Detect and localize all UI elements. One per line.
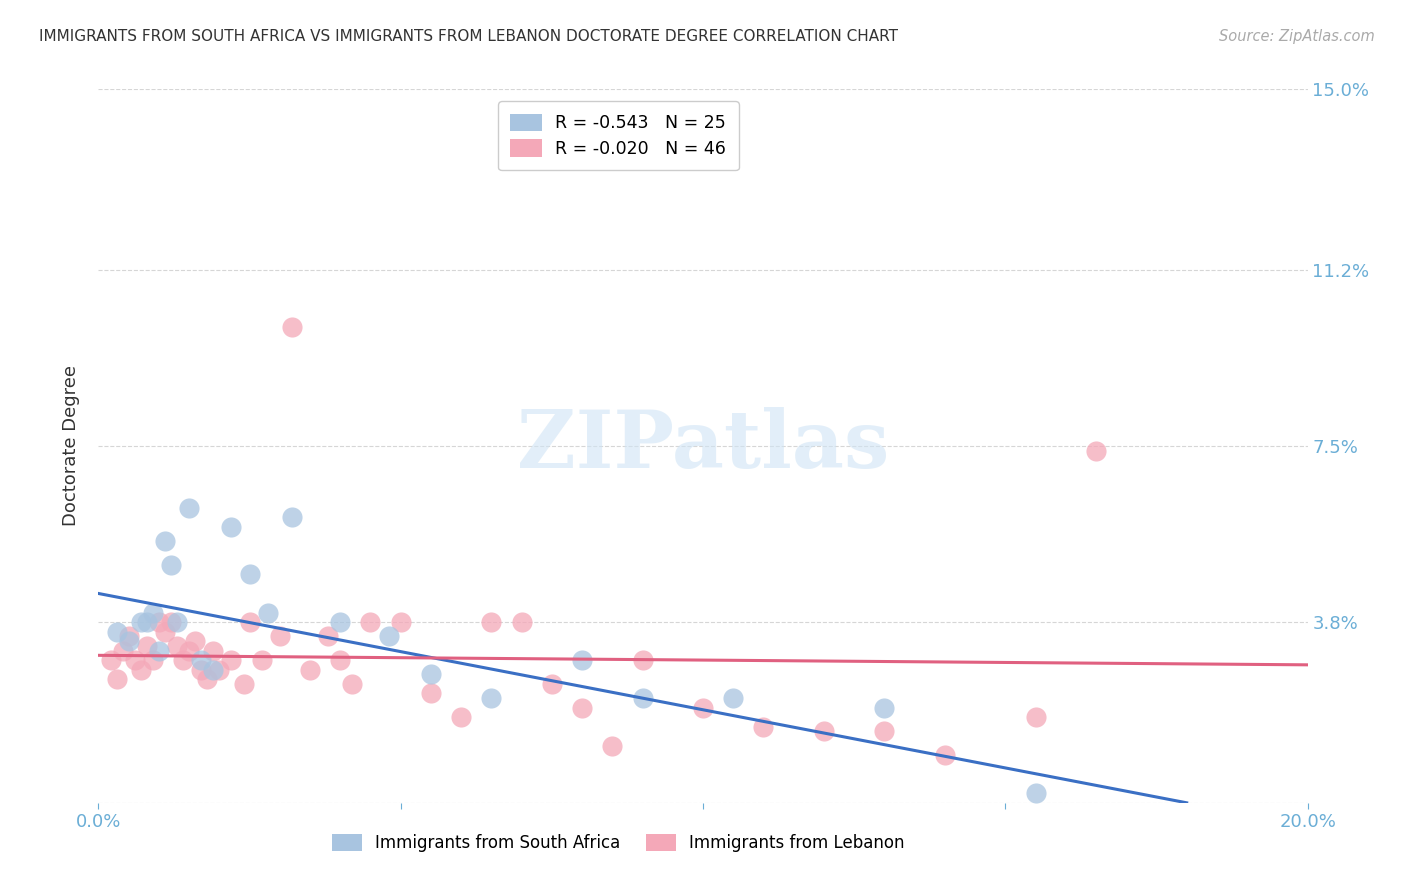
Point bbox=[752, 720, 775, 734]
Legend: Immigrants from South Africa, Immigrants from Lebanon: Immigrants from South Africa, Immigrants… bbox=[325, 827, 911, 859]
Point bbox=[105, 672, 128, 686]
Point bbox=[148, 643, 170, 657]
Point bbox=[571, 700, 593, 714]
Point bbox=[142, 606, 165, 620]
Point bbox=[723, 691, 745, 706]
Point bbox=[166, 639, 188, 653]
Point bbox=[153, 624, 176, 639]
Point bbox=[129, 663, 152, 677]
Point bbox=[1024, 786, 1046, 800]
Point bbox=[232, 677, 254, 691]
Point bbox=[329, 615, 352, 629]
Point bbox=[389, 615, 412, 629]
Point bbox=[184, 634, 207, 648]
Point bbox=[299, 663, 322, 677]
Point bbox=[342, 677, 364, 691]
Point bbox=[105, 624, 128, 639]
Point bbox=[160, 558, 183, 572]
Point bbox=[239, 615, 262, 629]
Point bbox=[111, 643, 134, 657]
Point bbox=[148, 615, 170, 629]
Point bbox=[250, 653, 273, 667]
Point bbox=[481, 615, 503, 629]
Text: Source: ZipAtlas.com: Source: ZipAtlas.com bbox=[1219, 29, 1375, 44]
Point bbox=[256, 606, 278, 620]
Point bbox=[873, 724, 896, 739]
Point bbox=[221, 653, 243, 667]
Point bbox=[124, 653, 146, 667]
Point bbox=[1085, 443, 1108, 458]
Point bbox=[281, 510, 304, 524]
Point bbox=[221, 520, 243, 534]
Point bbox=[269, 629, 291, 643]
Y-axis label: Doctorate Degree: Doctorate Degree bbox=[62, 366, 80, 526]
Point bbox=[571, 653, 593, 667]
Point bbox=[202, 643, 225, 657]
Point bbox=[377, 629, 399, 643]
Text: IMMIGRANTS FROM SOUTH AFRICA VS IMMIGRANTS FROM LEBANON DOCTORATE DEGREE CORRELA: IMMIGRANTS FROM SOUTH AFRICA VS IMMIGRAN… bbox=[39, 29, 898, 44]
Point bbox=[208, 663, 231, 677]
Point bbox=[179, 643, 201, 657]
Point bbox=[100, 653, 122, 667]
Point bbox=[540, 677, 562, 691]
Point bbox=[329, 653, 352, 667]
Point bbox=[481, 691, 503, 706]
Point bbox=[934, 748, 956, 763]
Point bbox=[360, 615, 382, 629]
Point bbox=[190, 653, 212, 667]
Point bbox=[1024, 710, 1046, 724]
Point bbox=[195, 672, 218, 686]
Point bbox=[420, 686, 443, 700]
Point bbox=[420, 667, 443, 681]
Point bbox=[239, 567, 262, 582]
Point bbox=[153, 534, 176, 549]
Point bbox=[692, 700, 714, 714]
Point bbox=[160, 615, 183, 629]
Point bbox=[602, 739, 624, 753]
Point bbox=[510, 615, 533, 629]
Point bbox=[172, 653, 194, 667]
Point bbox=[142, 653, 165, 667]
Point bbox=[450, 710, 472, 724]
Point bbox=[179, 500, 201, 515]
Point bbox=[316, 629, 339, 643]
Point bbox=[166, 615, 188, 629]
Point bbox=[813, 724, 835, 739]
Point bbox=[281, 320, 304, 334]
Point bbox=[202, 663, 225, 677]
Point bbox=[631, 691, 654, 706]
Text: ZIPatlas: ZIPatlas bbox=[517, 407, 889, 485]
Point bbox=[118, 634, 141, 648]
Point bbox=[135, 615, 157, 629]
Point bbox=[135, 639, 157, 653]
Point bbox=[631, 653, 654, 667]
Point bbox=[118, 629, 141, 643]
Point bbox=[873, 700, 896, 714]
Point bbox=[190, 663, 212, 677]
Point bbox=[129, 615, 152, 629]
